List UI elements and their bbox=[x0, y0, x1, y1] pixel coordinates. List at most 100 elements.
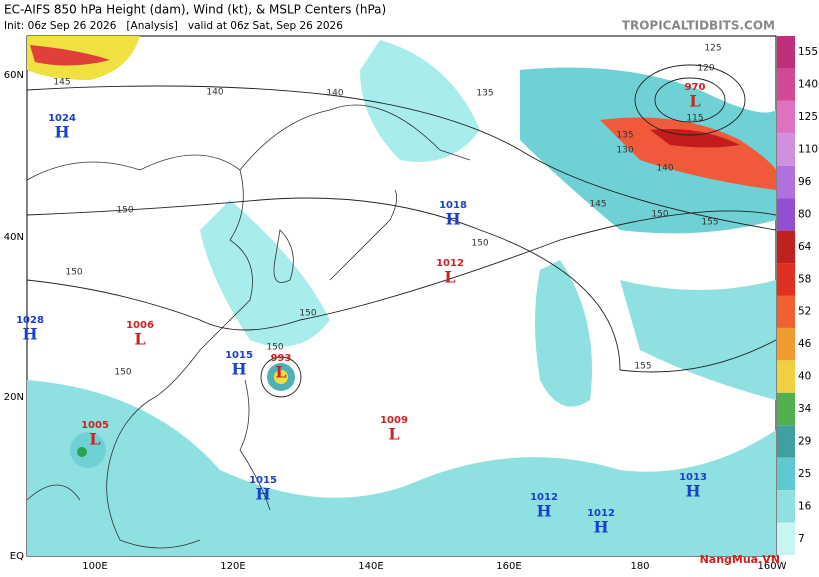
contour-label: 115 bbox=[686, 114, 703, 124]
center-pressure: 1012 bbox=[587, 508, 615, 519]
center-letter: H bbox=[685, 482, 700, 501]
contour-label: 145 bbox=[53, 78, 70, 88]
lon-label: 100E bbox=[82, 561, 107, 572]
center-letter: H bbox=[22, 325, 37, 344]
colorbar-swatch bbox=[777, 263, 795, 296]
center-letter: L bbox=[275, 363, 286, 382]
lat-label: 40N bbox=[4, 232, 24, 243]
colorbar-swatch bbox=[777, 68, 795, 101]
center-pressure: 970 bbox=[685, 82, 706, 93]
contour-label: 135 bbox=[476, 89, 493, 99]
colorbar-label: 140 bbox=[798, 79, 818, 91]
contour-label: 150 bbox=[116, 206, 133, 216]
contour-label: 150 bbox=[65, 268, 82, 278]
lon-label: 160E bbox=[496, 561, 521, 572]
colorbar-swatch bbox=[777, 327, 795, 361]
brand: TROPICALTIDBITS.COM bbox=[622, 19, 775, 33]
center-pressure: 1024 bbox=[48, 113, 76, 124]
center-letter: H bbox=[255, 485, 270, 504]
center-pressure: 993 bbox=[271, 353, 292, 364]
colorbar-swatch bbox=[777, 100, 795, 134]
colorbar-label: 155 bbox=[798, 46, 818, 58]
colorbar-label: 125 bbox=[798, 111, 818, 123]
center-pressure: 1012 bbox=[530, 492, 558, 503]
colorbar-swatch bbox=[777, 230, 795, 264]
colorbar-swatch bbox=[777, 165, 795, 199]
center-pressure: 1028 bbox=[16, 315, 44, 326]
contour-label: 150 bbox=[299, 309, 316, 319]
contour-label: 155 bbox=[701, 218, 718, 228]
colorbar-label: 80 bbox=[798, 208, 811, 220]
contour-label: 130 bbox=[616, 146, 633, 156]
coastlines bbox=[27, 104, 471, 549]
colorbar-swatch bbox=[777, 360, 795, 393]
axis-labels: 60N 40N 20N EQ 100E 120E 140E 160E 180 160W bbox=[4, 70, 787, 572]
title: EC-AIFS 850 hPa Height (dam), Wind (kt),… bbox=[4, 3, 386, 17]
center-letter: H bbox=[445, 210, 460, 229]
lat-label: 60N bbox=[4, 70, 24, 81]
lat-label: EQ bbox=[10, 551, 24, 562]
center-pressure: 1006 bbox=[126, 320, 154, 331]
colorbar-swatch bbox=[777, 392, 795, 426]
center-pressure: 1012 bbox=[436, 258, 464, 269]
colorbar-swatch bbox=[777, 425, 795, 458]
watermark: NangMua.VN bbox=[700, 553, 780, 566]
contour-label: 150 bbox=[266, 343, 283, 353]
center-letter: L bbox=[388, 425, 399, 444]
colorbar-swatch bbox=[777, 295, 795, 328]
colorbar-swatch bbox=[777, 490, 795, 523]
contour-label: 135 bbox=[616, 131, 633, 141]
colorbar-swatch bbox=[777, 457, 795, 491]
lon-label: 180 bbox=[630, 561, 649, 572]
contour-label: 140 bbox=[206, 88, 223, 98]
contour-label: 155 bbox=[634, 362, 651, 372]
colorbar-label: 96 bbox=[798, 176, 812, 188]
colorbar: 155 140 125 110 96 80 64 58 52 46 40 34 29 25 16 7 bbox=[777, 36, 818, 555]
center-letter: H bbox=[593, 518, 608, 537]
center-letter: L bbox=[689, 92, 700, 111]
contour-label: 120 bbox=[697, 64, 714, 74]
contour-label: 150 bbox=[114, 368, 131, 378]
center-letter: L bbox=[134, 330, 145, 349]
colorbar-label: 7 bbox=[798, 533, 805, 545]
lat-label: 20N bbox=[4, 392, 24, 403]
center-pressure: 1015 bbox=[249, 475, 277, 486]
colorbar-label: 110 bbox=[798, 144, 818, 156]
center-pressure: 1009 bbox=[380, 415, 408, 426]
map bbox=[26, 35, 777, 557]
center-letter: L bbox=[444, 268, 455, 287]
colorbar-swatch bbox=[777, 522, 795, 555]
contour-label: 125 bbox=[704, 44, 721, 54]
center-letter: L bbox=[89, 430, 100, 449]
colorbar-swatch bbox=[777, 198, 795, 231]
colorbar-label: 16 bbox=[798, 500, 812, 512]
center-letter: H bbox=[54, 123, 69, 142]
center-pressure: 1005 bbox=[81, 420, 109, 431]
contour-label: 145 bbox=[589, 200, 606, 210]
subtitle: Init: 06z Sep 26 2026 [Analysis] valid a… bbox=[4, 20, 343, 32]
lon-label: 120E bbox=[220, 561, 245, 572]
height-contours bbox=[27, 64, 776, 398]
center-pressure: 1018 bbox=[439, 200, 467, 211]
colorbar-label: 46 bbox=[798, 338, 812, 350]
center-pressure: 1013 bbox=[679, 472, 707, 483]
lon-label: 140E bbox=[358, 561, 383, 572]
colorbar-label: 64 bbox=[798, 241, 812, 253]
colorbar-label: 29 bbox=[798, 435, 811, 447]
lon-label: 160W bbox=[758, 561, 787, 572]
colorbar-label: 34 bbox=[798, 403, 812, 415]
colorbar-label: 52 bbox=[798, 306, 811, 318]
contour-label: 150 bbox=[651, 210, 668, 220]
contour-label: 140 bbox=[656, 164, 673, 174]
center-letter: H bbox=[231, 360, 246, 379]
center-pressure: 1015 bbox=[225, 350, 253, 361]
colorbar-label: 25 bbox=[798, 468, 811, 480]
colorbar-label: 58 bbox=[798, 273, 811, 285]
colorbar-label: 40 bbox=[798, 371, 811, 383]
contour-label: 140 bbox=[326, 89, 343, 99]
colorbar-swatch bbox=[777, 133, 795, 166]
colorbar-swatch bbox=[777, 36, 795, 69]
contour-labels: 145 140 140 135 125 120 115 130 135 140 145 150 155 1… bbox=[53, 44, 721, 378]
